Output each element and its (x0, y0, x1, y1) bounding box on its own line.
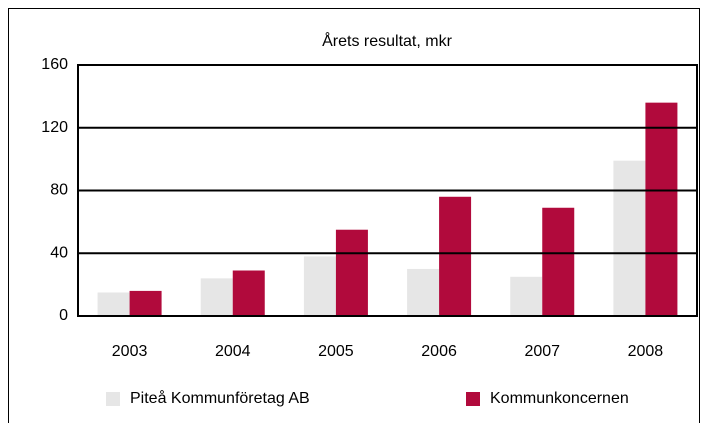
bar (510, 276, 543, 316)
bar (129, 290, 162, 316)
x-tick-label: 2007 (524, 343, 560, 360)
legend-swatch (106, 392, 120, 406)
plot-frame (77, 64, 698, 317)
y-tick-label: 160 (41, 56, 68, 73)
x-tick-label: 2006 (421, 343, 457, 360)
bar (613, 160, 646, 316)
x-tick-label: 2004 (215, 343, 251, 360)
bar (232, 270, 265, 316)
bar (645, 102, 678, 317)
legend-swatch (466, 392, 480, 406)
frame (8, 8, 700, 423)
x-tick-label: 2003 (112, 343, 148, 360)
y-tick-label: 0 (59, 307, 68, 324)
y-tick-label: 120 (41, 119, 68, 136)
legend-label: Piteå Kommunföretag AB (130, 389, 310, 407)
bar (200, 278, 233, 316)
bar (303, 256, 336, 316)
bar (335, 229, 368, 316)
bar (97, 292, 130, 316)
x-tick-label: 2005 (318, 343, 354, 360)
y-tick-label: 80 (50, 182, 68, 199)
x-tick-label: 2008 (628, 343, 664, 360)
chart-title: Årets resultat, mkr (322, 31, 452, 50)
legend-label: Kommunkoncernen (490, 390, 629, 407)
bar (542, 207, 575, 316)
bar (439, 196, 472, 316)
y-tick-label: 40 (50, 244, 68, 261)
bar (407, 268, 440, 316)
